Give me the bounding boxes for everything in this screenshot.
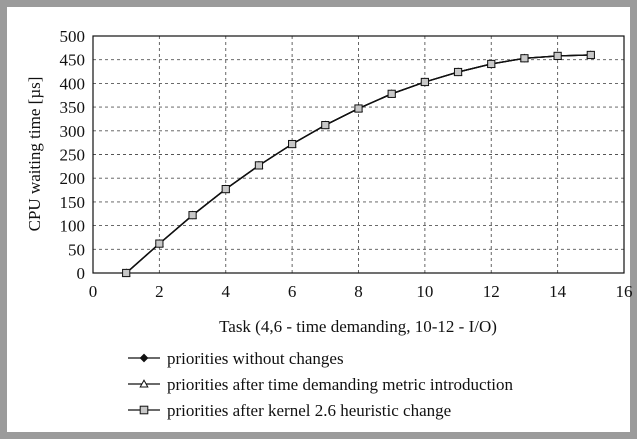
legend-label: priorities after kernel 2.6 heuristic ch…: [167, 401, 451, 420]
data-point-square: [321, 121, 330, 130]
data-point-square: [288, 139, 297, 149]
x-tick-label: 2: [155, 282, 164, 301]
x-tick-label: 10: [416, 282, 433, 301]
legend-label: priorities after time demanding metric i…: [167, 375, 514, 394]
y-tick-label: 100: [60, 217, 86, 236]
y-tick-label: 0: [77, 264, 86, 283]
legend-marker-diamond: [139, 353, 149, 363]
y-tick-label: 250: [60, 146, 86, 165]
data-point-square: [487, 59, 496, 69]
y-tick-label: 350: [60, 98, 86, 117]
data-point-square: [420, 77, 429, 87]
x-tick-label: 16: [616, 282, 633, 301]
data-point-square: [155, 239, 164, 248]
grid-lines: [93, 36, 624, 273]
x-tick-label: 8: [354, 282, 363, 301]
x-tick-label: 6: [288, 282, 297, 301]
legend-label: priorities without changes: [167, 349, 344, 368]
x-axis-ticks: 0 2 4 6 8 10 12 14 16: [89, 282, 633, 301]
data-point-square: [586, 50, 595, 60]
x-tick-label: 4: [222, 282, 231, 301]
y-tick-label: 150: [60, 193, 86, 212]
y-axis-ticks: 0 50 100 150 200 250 300 350 400 450 500: [60, 27, 86, 283]
x-tick-label: 14: [549, 282, 567, 301]
data-point-square: [453, 67, 463, 77]
data-point-square: [254, 161, 264, 170]
data-point-square: [387, 89, 396, 98]
y-tick-label: 450: [60, 51, 86, 70]
legend: priorities without changes priorities aft…: [128, 349, 514, 420]
legend-marker-square: [139, 405, 149, 415]
data-point-square: [221, 185, 230, 194]
y-tick-label: 50: [68, 240, 85, 259]
y-tick-label: 300: [60, 122, 86, 141]
y-axis-title: CPU waiting time [µs]: [25, 77, 44, 232]
data-point-square: [354, 104, 363, 113]
y-tick-label: 500: [60, 27, 86, 46]
data-point-square: [553, 51, 562, 61]
series-group: [121, 50, 596, 278]
x-tick-label: 0: [89, 282, 98, 301]
x-tick-label: 12: [483, 282, 500, 301]
legend-marker-triangle: [139, 379, 149, 388]
x-axis-title: Task (4,6 - time demanding, 10-12 - I/O): [219, 317, 497, 336]
y-tick-label: 400: [60, 74, 86, 93]
data-point-square: [188, 211, 197, 220]
plot-area: [92, 35, 625, 274]
y-tick-label: 200: [60, 169, 86, 188]
data-point-square: [520, 54, 529, 63]
data-point-square: [122, 268, 131, 278]
